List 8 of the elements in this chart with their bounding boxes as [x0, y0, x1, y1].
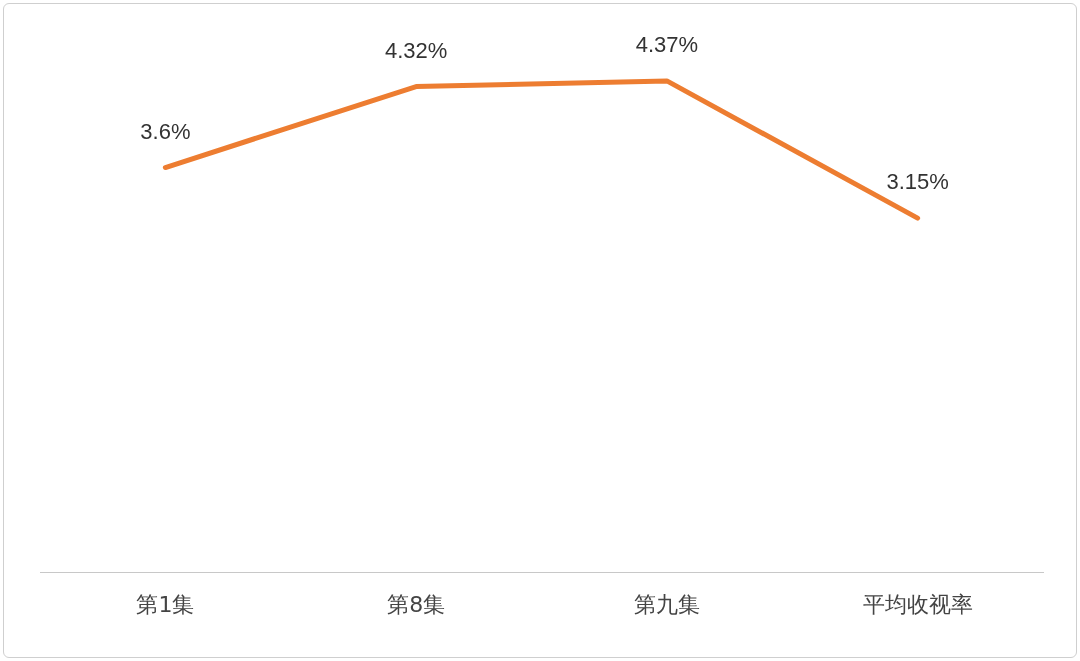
x-tick-label: 第九集: [633, 591, 700, 617]
data-label: 4.37%: [635, 31, 699, 57]
data-label: 3.6%: [140, 118, 191, 144]
x-tick-label: 第1集: [136, 591, 195, 617]
x-tick-label: 平均收视率: [862, 591, 973, 617]
data-label: 4.32%: [384, 37, 448, 63]
x-tick-label: 第8集: [387, 591, 446, 617]
data-label: 3.15%: [886, 169, 949, 195]
